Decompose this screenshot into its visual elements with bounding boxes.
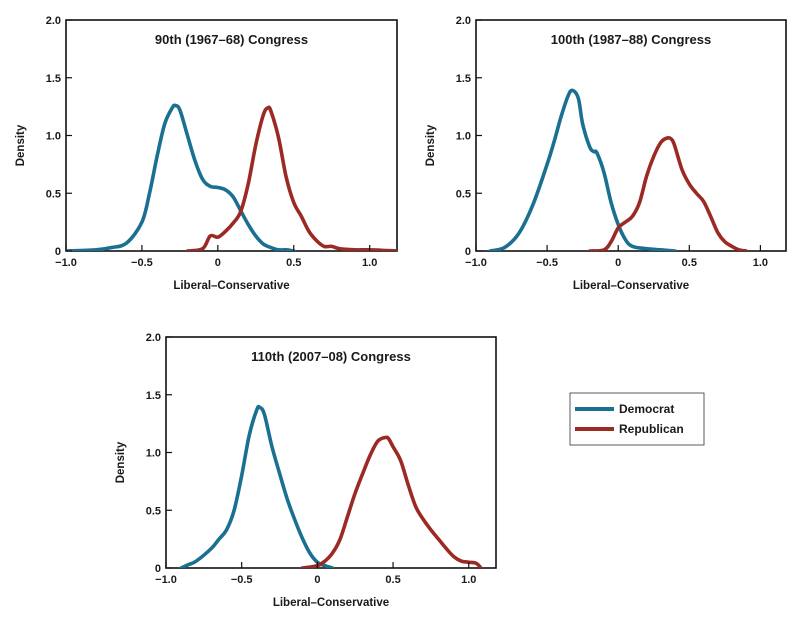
series-line-republican [587,135,748,251]
series-group [179,404,483,568]
x-axis-title: Liberal–Conservative [573,280,689,292]
y-tick-label: 0.5 [46,188,61,200]
series-line-democrat [66,103,296,251]
y-tick-label: 1.0 [46,131,61,143]
x-tick-label: 0 [215,257,221,269]
x-tick-label: 1.0 [362,257,377,269]
series-line-republican [185,105,397,251]
x-tick-label: −0.5 [231,574,253,586]
y-axis-title: Density [15,124,27,166]
series-group [66,103,397,251]
y-tick-label: 0 [55,246,61,258]
y-axis-title: Density [115,441,127,483]
x-tick-label: 0 [314,574,320,586]
y-tick-label: 0 [465,246,471,258]
y-tick-label: 2.0 [456,15,471,27]
y-tick-label: 1.5 [456,73,471,85]
y-tick-label: 0 [155,563,161,575]
chart-panel-90th-congress: −1.0 −0.5 0 0.5 1.0 0 0.5 1.0 1.5 2.0 90th (1967–6… [15,15,398,292]
chart-title: 90th (1967–68) Congress [155,32,308,47]
x-axis-title: Liberal–Conservative [273,597,389,609]
y-axis-title: Density [425,124,437,166]
legend-label-democrat: Democrat [619,402,674,416]
x-tick-label: −0.5 [536,257,558,269]
chart-title: 110th (2007–08) Congress [251,349,411,364]
x-axis-title: Liberal–Conservative [173,280,289,292]
legend: Democrat Republican [569,392,705,446]
y-tick-label: 1.0 [146,448,161,460]
series-group [488,88,748,251]
x-tick-label: −1.0 [55,257,77,269]
x-tick-label: 1.0 [753,257,768,269]
y-tick-label: 0.5 [146,505,161,517]
y-tick-label: 1.0 [456,131,471,143]
y-tick-label: 2.0 [46,15,61,27]
x-tick-label: −1.0 [465,257,487,269]
series-line-democrat [179,404,335,568]
x-tick-label: −1.0 [155,574,177,586]
legend-box [569,392,705,446]
x-tick-label: 0.5 [385,574,400,586]
x-tick-label: 0 [615,257,621,269]
series-line-democrat [488,88,677,251]
y-tick-label: 1.5 [46,73,61,85]
x-tick-label: −0.5 [131,257,153,269]
y-tick-label: 0.5 [456,188,471,200]
x-tick-label: 0.5 [682,257,697,269]
y-tick-label: 2.0 [146,332,161,344]
chart-panel-100th-congress: −1.0 −0.5 0 0.5 1.0 0 0.5 1.0 1.5 2.0 100th (1987–… [425,15,787,292]
x-tick-label: 0.5 [286,257,301,269]
series-line-republican [300,435,483,568]
chart-panel-110th-congress: −1.0 −0.5 0 0.5 1.0 0 0.5 1.0 1.5 2.0 110th (2007–… [115,332,497,609]
y-tick-label: 1.5 [146,390,161,402]
x-tick-label: 1.0 [461,574,476,586]
chart-title: 100th (1987–88) Congress [551,32,711,47]
legend-label-republican: Republican [619,422,684,436]
